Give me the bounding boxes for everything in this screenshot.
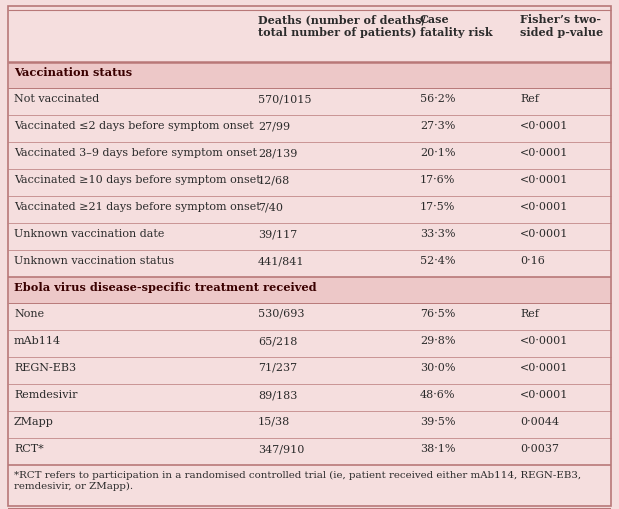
Text: 20·1%: 20·1% <box>420 148 456 158</box>
Text: Case
fatality risk: Case fatality risk <box>420 14 493 38</box>
Text: 15/38: 15/38 <box>258 417 290 427</box>
Text: 17·6%: 17·6% <box>420 175 456 185</box>
Text: 27·3%: 27·3% <box>420 121 456 131</box>
Text: Vaccinated 3–9 days before symptom onset: Vaccinated 3–9 days before symptom onset <box>14 148 257 158</box>
Text: 0·0044: 0·0044 <box>520 417 559 427</box>
Text: Unknown vaccination date: Unknown vaccination date <box>14 229 165 239</box>
Text: 30·0%: 30·0% <box>420 363 456 373</box>
Text: 570/1015: 570/1015 <box>258 94 311 104</box>
Text: 76·5%: 76·5% <box>420 309 456 319</box>
Text: <0·0001: <0·0001 <box>520 121 568 131</box>
Text: 52·4%: 52·4% <box>420 256 456 266</box>
Text: <0·0001: <0·0001 <box>520 202 568 212</box>
Text: <0·0001: <0·0001 <box>520 363 568 373</box>
Text: 28/139: 28/139 <box>258 148 297 158</box>
Text: Vaccinated ≥21 days before symptom onset: Vaccinated ≥21 days before symptom onset <box>14 202 261 212</box>
Text: 441/841: 441/841 <box>258 256 305 266</box>
Text: 89/183: 89/183 <box>258 390 297 400</box>
Text: 29·8%: 29·8% <box>420 336 456 346</box>
Text: mAb114: mAb114 <box>14 336 61 346</box>
Text: 347/910: 347/910 <box>258 444 305 454</box>
Text: 0·0037: 0·0037 <box>520 444 559 454</box>
Text: 12/68: 12/68 <box>258 175 290 185</box>
Text: Vaccinated ≤2 days before symptom onset: Vaccinated ≤2 days before symptom onset <box>14 121 254 131</box>
Text: REGN-EB3: REGN-EB3 <box>14 363 76 373</box>
Bar <box>9 277 610 303</box>
Text: 65/218: 65/218 <box>258 336 297 346</box>
Text: RCT*: RCT* <box>14 444 44 454</box>
Text: *RCT refers to participation in a randomised controlled trial (ie, patient recei: *RCT refers to participation in a random… <box>14 471 581 491</box>
Text: 48·6%: 48·6% <box>420 390 456 400</box>
Text: Not vaccinated: Not vaccinated <box>14 94 99 104</box>
Text: 530/693: 530/693 <box>258 309 305 319</box>
Text: Fisher’s two-
sided p-value: Fisher’s two- sided p-value <box>520 14 603 38</box>
Text: <0·0001: <0·0001 <box>520 148 568 158</box>
Text: Unknown vaccination status: Unknown vaccination status <box>14 256 174 266</box>
Text: 38·1%: 38·1% <box>420 444 456 454</box>
Text: Vaccinated ≥10 days before symptom onset: Vaccinated ≥10 days before symptom onset <box>14 175 261 185</box>
Text: <0·0001: <0·0001 <box>520 229 568 239</box>
Text: 27/99: 27/99 <box>258 121 290 131</box>
Text: 0·16: 0·16 <box>520 256 545 266</box>
Text: Vaccination status: Vaccination status <box>14 67 132 78</box>
Text: 39/117: 39/117 <box>258 229 297 239</box>
Text: 17·5%: 17·5% <box>420 202 456 212</box>
Bar <box>9 62 610 88</box>
Text: 33·3%: 33·3% <box>420 229 456 239</box>
Text: 7/40: 7/40 <box>258 202 283 212</box>
Text: <0·0001: <0·0001 <box>520 390 568 400</box>
Text: <0·0001: <0·0001 <box>520 175 568 185</box>
Text: Ref: Ref <box>520 94 539 104</box>
Text: 56·2%: 56·2% <box>420 94 456 104</box>
Text: Deaths (number of deaths/
total number of patients): Deaths (number of deaths/ total number o… <box>258 14 426 38</box>
Text: Ebola virus disease-specific treatment received: Ebola virus disease-specific treatment r… <box>14 282 317 293</box>
Text: 39·5%: 39·5% <box>420 417 456 427</box>
Text: <0·0001: <0·0001 <box>520 336 568 346</box>
Text: ZMapp: ZMapp <box>14 417 54 427</box>
Text: Ref: Ref <box>520 309 539 319</box>
Text: 71/237: 71/237 <box>258 363 297 373</box>
Text: Remdesivir: Remdesivir <box>14 390 77 400</box>
Text: None: None <box>14 309 44 319</box>
